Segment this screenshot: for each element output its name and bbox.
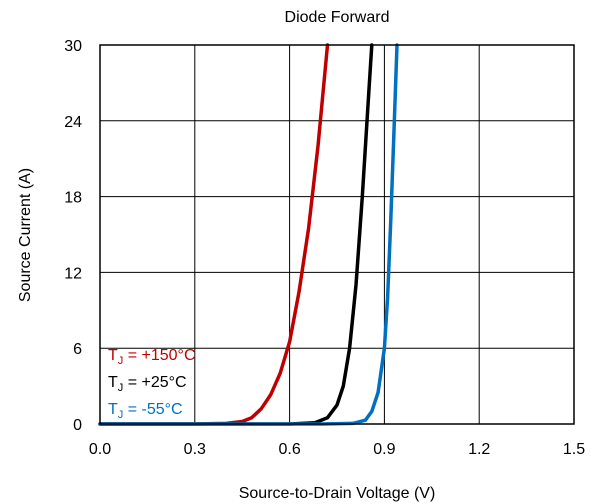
y-tick-label: 0 — [73, 417, 82, 434]
y-tick-label: 24 — [64, 114, 82, 131]
plot-frame — [99, 44, 575, 425]
y-tick-label: 18 — [64, 190, 82, 207]
y-tick-labels: 0 6 12 18 24 30 — [64, 38, 82, 434]
legend-entry-0: TJ = +150°C — [108, 347, 196, 367]
x-tick-label: 0.0 — [89, 441, 111, 458]
x-tick-label: 1.5 — [563, 441, 585, 458]
y-tick-label: 12 — [64, 265, 82, 282]
chart-title: Diode Forward — [285, 9, 390, 26]
grid-lines — [99, 44, 575, 425]
legend: TJ = +150°C TJ = +25°C TJ = -55°C — [108, 347, 196, 421]
x-tick-label: 0.6 — [278, 441, 300, 458]
y-tick-label: 30 — [64, 38, 82, 55]
x-axis-label: Source-to-Drain Voltage (V) — [239, 485, 436, 502]
series-line-1 — [98, 43, 374, 426]
y-tick-label: 6 — [73, 341, 82, 358]
series-curves — [98, 43, 399, 426]
series-line-0 — [98, 43, 330, 426]
y-axis-label: Source Current (A) — [17, 168, 34, 302]
legend-entry-2: TJ = -55°C — [108, 401, 183, 421]
legend-entry-1: TJ = +25°C — [108, 374, 187, 394]
series-line-2 — [98, 43, 399, 426]
x-tick-labels: 0.0 0.3 0.6 0.9 1.2 1.5 — [89, 441, 585, 458]
x-tick-label: 0.3 — [184, 441, 206, 458]
x-tick-label: 1.2 — [468, 441, 490, 458]
x-tick-label: 0.9 — [373, 441, 395, 458]
